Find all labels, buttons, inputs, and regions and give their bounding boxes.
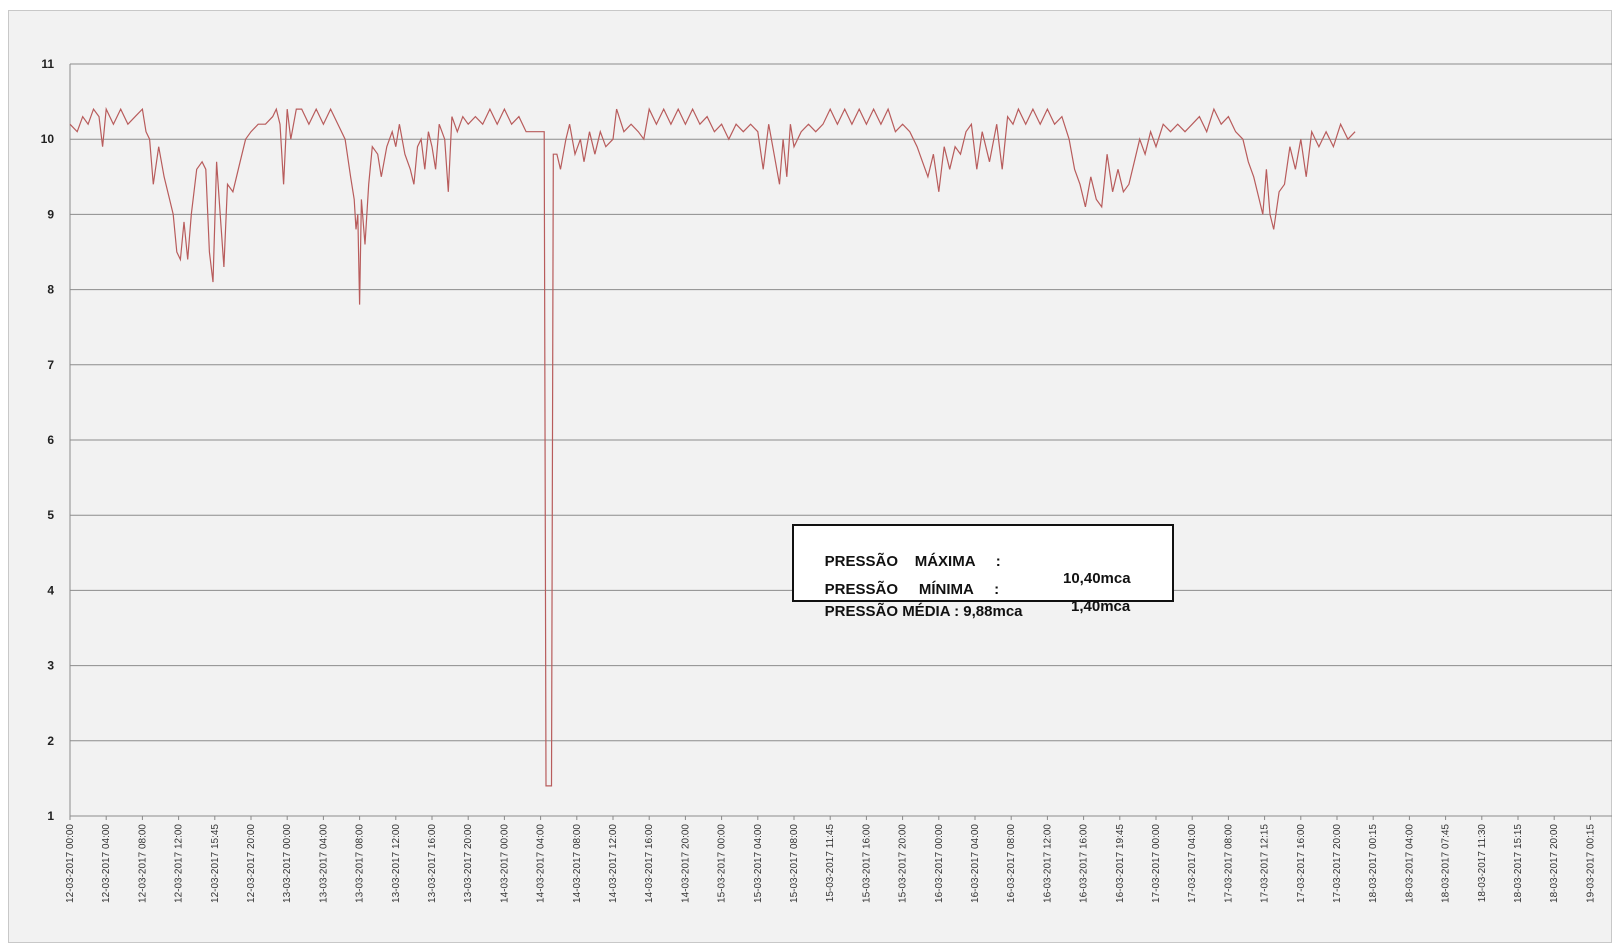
y-tick-label: 9 bbox=[47, 207, 54, 221]
x-tick-label: 15-03-2017 00:00 bbox=[717, 824, 728, 903]
x-tick-label: 19-03-2017 00:15 bbox=[1585, 824, 1596, 903]
x-tick-label: 17-03-2017 12:15 bbox=[1260, 824, 1271, 903]
x-axis-ticks: 12-03-2017 00:00 12-03-2017 04:00 12-03-20… bbox=[65, 816, 1596, 903]
y-tick-label: 1 bbox=[47, 809, 54, 823]
x-tick-label: 12-03-2017 15:45 bbox=[210, 824, 221, 903]
x-tick-label: 15-03-2017 04:00 bbox=[753, 824, 764, 903]
avg-pressure-label: PRESSÃO MÉDIA : 9,88mca bbox=[824, 603, 1023, 620]
avg-pressure-row: PRESSÃO MÉDIA : 9,88mca bbox=[808, 586, 1023, 620]
x-tick-label: 14-03-2017 16:00 bbox=[644, 824, 655, 903]
y-tick-label: 4 bbox=[47, 583, 54, 597]
x-tick-label: 13-03-2017 20:00 bbox=[463, 824, 474, 903]
x-tick-label: 15-03-2017 11:45 bbox=[825, 824, 836, 903]
x-tick-label: 13-03-2017 12:00 bbox=[391, 824, 402, 903]
x-tick-label: 18-03-2017 20:00 bbox=[1549, 824, 1560, 903]
y-tick-label: 8 bbox=[47, 283, 54, 297]
x-tick-label: 12-03-2017 12:00 bbox=[174, 824, 185, 903]
x-tick-label: 18-03-2017 00:15 bbox=[1368, 824, 1379, 903]
x-tick-label: 12-03-2017 00:00 bbox=[65, 824, 76, 903]
x-tick-label: 17-03-2017 08:00 bbox=[1223, 824, 1234, 903]
y-tick-label: 6 bbox=[47, 433, 54, 447]
max-pressure-row: PRESSÃO MÁXIMA : 10,40mca bbox=[808, 536, 1131, 587]
y-tick-label: 7 bbox=[47, 358, 54, 372]
x-tick-label: 14-03-2017 04:00 bbox=[536, 824, 547, 903]
x-tick-label: 14-03-2017 12:00 bbox=[608, 824, 619, 903]
x-tick-label: 16-03-2017 12:00 bbox=[1042, 824, 1053, 903]
x-tick-label: 13-03-2017 04:00 bbox=[318, 824, 329, 903]
x-tick-label: 18-03-2017 11:30 bbox=[1477, 824, 1488, 903]
min-pressure-label: PRESSÃO MÍNIMA : bbox=[824, 581, 1000, 598]
gridlines bbox=[69, 63, 1612, 817]
x-tick-label: 15-03-2017 16:00 bbox=[861, 824, 872, 903]
x-tick-label: 17-03-2017 00:00 bbox=[1151, 824, 1162, 903]
x-tick-label: 17-03-2017 04:00 bbox=[1187, 824, 1198, 903]
statistics-box: PRESSÃO MÁXIMA : 10,40mca PRESSÃO MÍNIMA… bbox=[792, 524, 1174, 620]
chart-panel bbox=[8, 10, 1612, 943]
x-tick-label: 14-03-2017 00:00 bbox=[499, 824, 510, 903]
x-tick-label: 18-03-2017 07:45 bbox=[1441, 824, 1452, 903]
y-tick-label: 11 bbox=[41, 57, 54, 71]
min-pressure-value: 1,40mca bbox=[1071, 598, 1131, 615]
x-tick-label: 14-03-2017 20:00 bbox=[680, 824, 691, 903]
x-tick-label: 13-03-2017 08:00 bbox=[355, 824, 366, 903]
y-tick-label: 10 bbox=[41, 132, 55, 146]
x-tick-label: 15-03-2017 20:00 bbox=[898, 824, 909, 903]
x-tick-label: 16-03-2017 04:00 bbox=[970, 824, 981, 903]
x-tick-label: 17-03-2017 20:00 bbox=[1332, 824, 1343, 903]
x-tick-label: 12-03-2017 08:00 bbox=[137, 824, 148, 903]
x-tick-label: 17-03-2017 16:00 bbox=[1296, 824, 1307, 903]
x-tick-label: 16-03-2017 00:00 bbox=[934, 824, 945, 903]
x-tick-label: 16-03-2017 19:45 bbox=[1115, 824, 1126, 903]
x-tick-label: 16-03-2017 16:00 bbox=[1079, 824, 1090, 903]
x-tick-label: 14-03-2017 08:00 bbox=[572, 824, 583, 903]
x-tick-label: 16-03-2017 08:00 bbox=[1006, 824, 1017, 903]
series-line-pressure bbox=[69, 106, 1356, 787]
x-tick-label: 13-03-2017 16:00 bbox=[427, 824, 438, 903]
min-pressure-row: PRESSÃO MÍNIMA : 1,40mca bbox=[808, 564, 1131, 615]
x-tick-label: 12-03-2017 04:00 bbox=[101, 824, 112, 903]
max-pressure-value: 10,40mca bbox=[1063, 570, 1131, 587]
y-tick-label: 5 bbox=[47, 508, 54, 522]
x-tick-label: 18-03-2017 04:00 bbox=[1404, 824, 1415, 903]
x-tick-label: 12-03-2017 20:00 bbox=[246, 824, 257, 903]
x-tick-label: 13-03-2017 00:00 bbox=[282, 824, 293, 903]
x-tick-label: 18-03-2017 15:15 bbox=[1513, 824, 1524, 903]
y-tick-label: 2 bbox=[47, 734, 54, 748]
series-layer bbox=[69, 106, 1356, 787]
y-axis-ticks: 1 2 3 4 5 6 7 8 9 10 11 bbox=[41, 57, 55, 823]
max-pressure-label: PRESSÃO MÁXIMA : bbox=[824, 553, 1001, 570]
y-tick-label: 3 bbox=[47, 659, 54, 673]
x-tick-label: 15-03-2017 08:00 bbox=[789, 824, 800, 903]
